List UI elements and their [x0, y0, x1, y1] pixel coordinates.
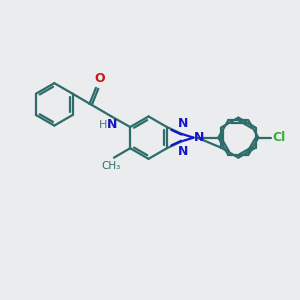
- Text: Cl: Cl: [272, 131, 286, 144]
- Text: O: O: [94, 72, 105, 85]
- Text: N: N: [106, 118, 117, 131]
- Text: CH₃: CH₃: [101, 160, 121, 171]
- Text: N: N: [178, 145, 189, 158]
- Text: N: N: [178, 117, 189, 130]
- Text: H: H: [98, 120, 107, 130]
- Text: N: N: [194, 130, 204, 143]
